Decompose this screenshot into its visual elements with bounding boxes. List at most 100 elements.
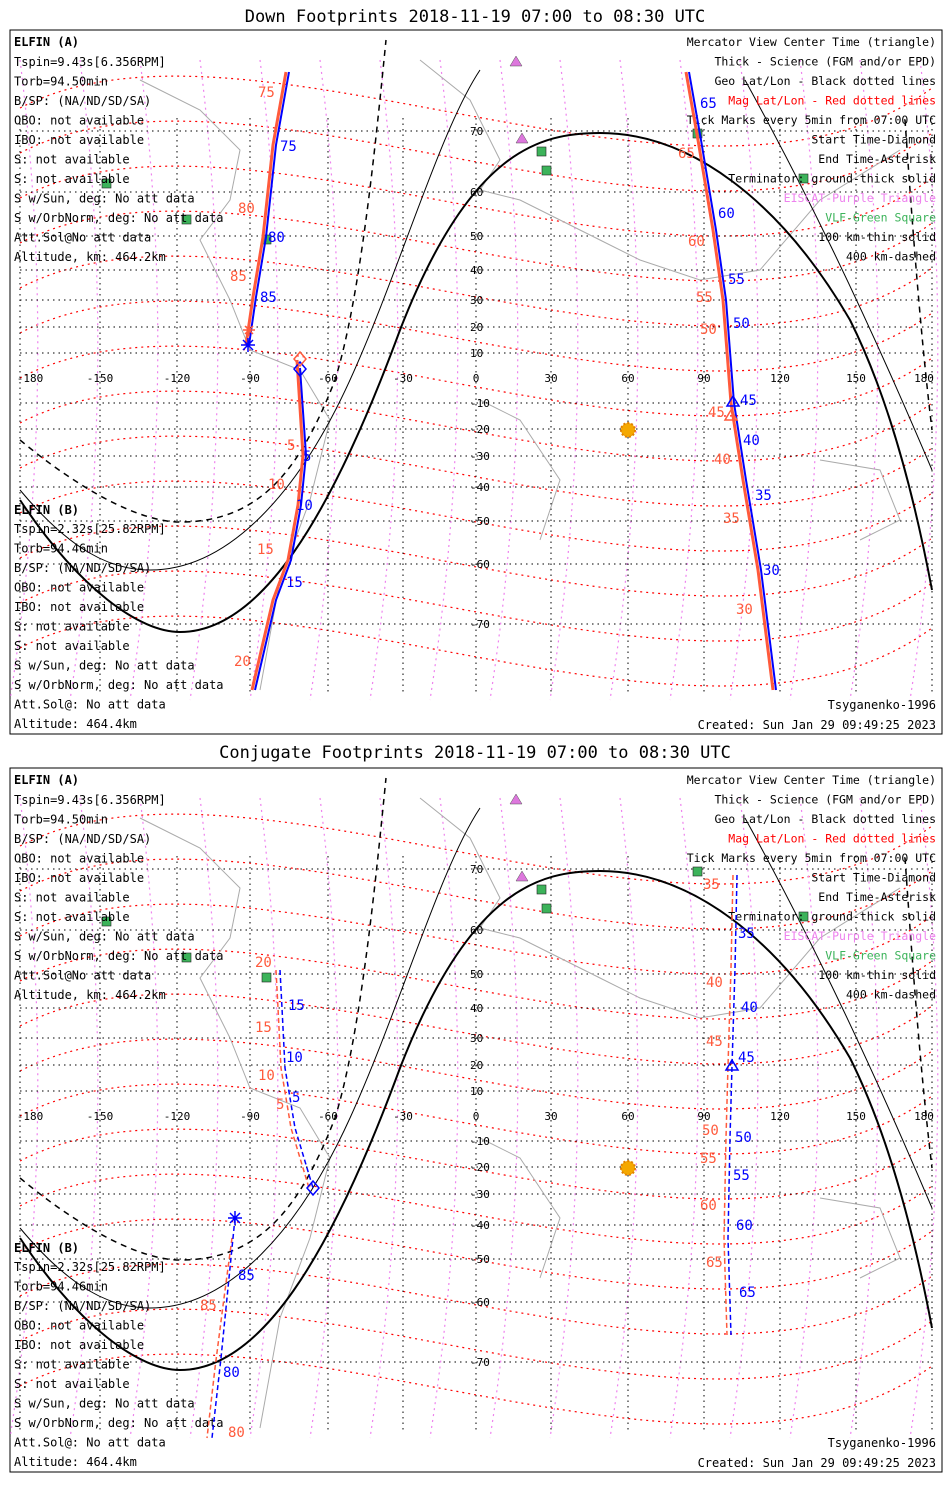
mag-lat-line [19, 1083, 933, 1155]
tick-label: 80 [268, 230, 285, 246]
legend-entry: EISCAT-Purple Triangle [784, 929, 936, 943]
lon-tick-label: -180 [17, 372, 44, 385]
mag-lon-line [249, 59, 279, 701]
tick-label: 35 [703, 877, 720, 893]
tick-label: 45 [706, 1034, 723, 1050]
tick-label: 85 [238, 1268, 255, 1284]
lat-tick-label: -70 [470, 618, 490, 631]
elfin-b-info-line: Att.Sol@: No att data [14, 698, 166, 712]
tick-label: 65 [739, 1285, 756, 1301]
model-label: Tsyganenko-1996 [828, 1436, 936, 1450]
mag-lon-line [309, 59, 339, 701]
elfin-b-info-line: S w/Sun, deg: No att data [14, 1397, 195, 1411]
mag-lon-line [609, 797, 639, 1439]
legend-entry: Thick - Science (FGM and/or EPD) [714, 793, 936, 807]
lon-tick-label: -150 [87, 372, 114, 385]
elfin-a-info-line: S: not available [14, 172, 130, 186]
lon-tick-label: -90 [240, 1110, 260, 1123]
elfin-b-info-line: S: not available [14, 639, 130, 653]
end-asterisk-icon [243, 324, 255, 336]
lat-tick-label: -50 [470, 515, 490, 528]
end-asterisk-icon [241, 338, 255, 352]
start-diamond-icon [293, 360, 307, 378]
lat-tick-label: 50 [470, 230, 483, 243]
tick-label: 5 [303, 449, 311, 465]
eiscat-triangle-icon [515, 870, 529, 882]
tick-label: 40 [706, 975, 723, 991]
elfin-b-info-line: Tspin=2.32s[25.82RPM] [14, 1260, 166, 1274]
tick-label: 45 [738, 1050, 755, 1066]
elfin-b-info-line: B/SP: (NA/ND/SD/SA) [14, 561, 151, 575]
lon-tick-label: 180 [914, 1110, 934, 1123]
lat-tick-label: 70 [470, 863, 483, 876]
vlf-square-icon [536, 884, 547, 895]
terminator-ground [19, 869, 933, 1372]
lat-tick-label: 50 [470, 968, 483, 981]
elfin-b-info-line: Torb=94.46min [14, 1280, 108, 1294]
elfin-b-label: ELFIN (B) [14, 1241, 79, 1255]
mag-lon-line [69, 797, 99, 1439]
lat-tick-label: -70 [470, 1356, 490, 1369]
elfin-b-info-line: S: not available [14, 620, 130, 634]
mag-lon-line [909, 797, 939, 1439]
mag-lon-line [69, 59, 99, 701]
tick-label: 55 [733, 1168, 750, 1184]
eiscat-triangle-icon [509, 793, 523, 805]
tick-label: 5 [292, 1090, 300, 1106]
tick-label: 10 [286, 1050, 303, 1066]
tick-label: 85 [230, 269, 247, 285]
mag-lon-line [309, 797, 339, 1439]
elfin-a-info-line: S: not available [14, 153, 130, 167]
elfin-a-info-line: Altitude, km: 464.2km [14, 988, 166, 1002]
eiscat-triangle-icon [515, 132, 529, 144]
mag-lat-line [19, 120, 933, 192]
tick-label: 40 [743, 433, 760, 449]
mag-lat-line [19, 1308, 933, 1380]
legend-entry: Start Time-Diamond [811, 133, 936, 147]
tick-label: 10 [268, 477, 285, 493]
elfin-b-info-line: Altitude: 464.4km [14, 717, 137, 731]
lat-tick-label: 20 [470, 1059, 483, 1072]
mag-lon-line [549, 797, 579, 1439]
mag-lat-line [19, 615, 933, 687]
mag-lon-line [729, 797, 759, 1439]
legend-entry: Terminator: ground-thick solid [728, 910, 936, 924]
terminator-400km [19, 777, 933, 1261]
mag-lat-line [19, 1263, 933, 1335]
lon-tick-label: -60 [318, 372, 338, 385]
lat-tick-label: -20 [470, 1161, 490, 1174]
lon-tick-label: 150 [846, 372, 866, 385]
legend-entry: Mercator View Center Time (triangle) [687, 773, 936, 787]
lon-tick-label: -120 [164, 372, 191, 385]
legend-entry: Tick Marks every 5min from 07:00 UTC [687, 113, 936, 127]
start-diamond-icon [293, 350, 307, 368]
elfin-b-info-line: Torb=94.46min [14, 542, 108, 556]
tick-label: 15 [288, 998, 305, 1014]
tick-label: 65 [706, 1255, 723, 1271]
legend-entry: EISCAT-Purple Triangle [784, 191, 936, 205]
tick-label: 40 [741, 1000, 758, 1016]
lon-tick-label: 120 [770, 1110, 790, 1123]
elfin-b-info-line: IBO: not available [14, 600, 144, 614]
tick-label: 55 [728, 272, 745, 288]
tick-label: 60 [688, 234, 705, 250]
tick-label: 15 [286, 575, 303, 591]
elfin-a-info-line: Att.Sol@No att data [14, 969, 151, 983]
vlf-square-icon [541, 165, 552, 176]
sun-icon [620, 422, 636, 438]
legend-entry: End Time-Asterisk [818, 152, 936, 166]
eiscat-triangle-icon [509, 55, 523, 67]
vlf-square-icon [181, 952, 192, 963]
mag-lat-line [19, 1218, 933, 1290]
lat-tick-label: 20 [470, 321, 483, 334]
lon-tick-label: 0 [473, 372, 480, 385]
lat-tick-label: -40 [470, 481, 490, 494]
map-lines [10, 39, 939, 701]
mag-lat-line [19, 300, 933, 372]
tick-label: 65 [700, 96, 717, 112]
mag-lon-line [609, 59, 639, 701]
lon-tick-label: 60 [621, 372, 634, 385]
elfin-b-info-line: S w/Sun, deg: No att data [14, 659, 195, 673]
mag-lat-line [19, 1173, 933, 1245]
mag-lon-line [369, 797, 399, 1439]
